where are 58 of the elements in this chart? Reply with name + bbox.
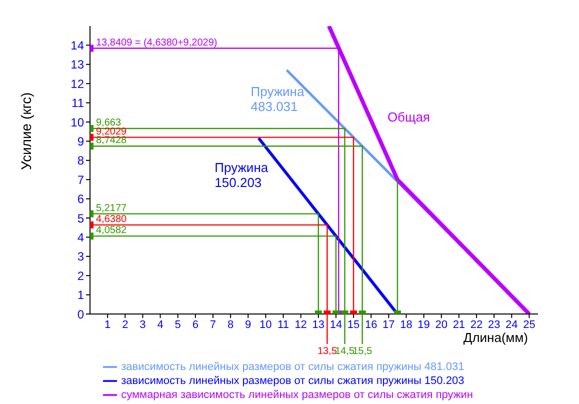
x-tick-label: 3 [140, 318, 146, 331]
x-tick-label: 22 [470, 318, 483, 331]
y-tick-label: 9 [77, 134, 84, 148]
x-tick-label: 17 [382, 318, 395, 331]
x-tick-label: 9 [245, 318, 252, 331]
x-tick-label: 6 [192, 318, 198, 331]
y-axis-title: Усилие (кгс) [18, 92, 34, 170]
x-tick-label: 24 [506, 318, 518, 331]
x-tick-label: 4 [157, 318, 164, 331]
y-tick-label: 1 [77, 288, 84, 302]
x-tick-label: 7 [210, 318, 216, 331]
y-tick-label: 7 [77, 172, 84, 187]
x-tick-label: 14 [330, 318, 342, 331]
x-tick-label: 20 [435, 318, 448, 331]
annotation: 5,2177 [96, 202, 128, 214]
annotation: 8,7428 [96, 135, 128, 146]
annotation: Пружина 483.031 [250, 84, 305, 114]
x-tick-label: 19 [418, 318, 430, 331]
x-tick-label: 25 [523, 318, 536, 331]
y-tick-label: 4 [77, 230, 84, 244]
x-tick-label: 10 [260, 318, 272, 331]
y-tick-label: 5 [77, 211, 84, 226]
x-tick-label: 8 [227, 318, 234, 331]
x-tick-label: 15 [347, 318, 360, 331]
legend-label: суммарная зависимость линейных размеров от силы сжатия пружин [121, 388, 473, 401]
annotation: 4,0582 [96, 225, 128, 236]
x-tick-label: 1 [104, 318, 111, 331]
y-tick-label: 14 [70, 38, 84, 52]
x-tick-label: 13 [312, 318, 325, 331]
y-tick-label: 10 [70, 115, 84, 130]
y-tick-label: 0 [77, 307, 84, 322]
annotation: 9,2029 [96, 126, 128, 138]
x-tick-label: 12 [294, 318, 307, 331]
annotation: 15,5 [352, 346, 372, 357]
y-tick-label: 12 [70, 76, 84, 91]
x-axis-title: Длина(мм) [463, 330, 528, 345]
y-tick-label: 2 [77, 268, 84, 283]
x-tick-label: 5 [174, 318, 181, 331]
y-tick-label: 3 [77, 250, 84, 264]
annotation: 13,8409 = (4,6380+9,2029) [96, 37, 218, 48]
x-tick-label: 23 [488, 318, 500, 331]
y-tick-label: 6 [77, 192, 84, 206]
x-tick-label: 2 [122, 318, 128, 331]
annotation: Общая [387, 110, 430, 125]
annotation: 14,5 [335, 346, 355, 357]
y-tick-label: 11 [72, 96, 84, 110]
y-tick-label: 13 [70, 58, 84, 72]
legend-label: зависимость линейных размеров от силы сжатия пружины 481.031 [121, 360, 464, 373]
y-tick-label: 8 [77, 154, 84, 168]
annotation: Пружина 150.203 [214, 160, 269, 190]
x-tick-label: 21 [452, 318, 466, 331]
x-tick-label: 11 [278, 318, 289, 331]
annotation: 4,6380 [96, 214, 128, 225]
annotation: 13,5 [317, 346, 338, 357]
annotation: 9,663 [96, 117, 122, 128]
x-tick-label: 18 [400, 318, 412, 331]
x-tick-label: 16 [364, 318, 378, 331]
legend-label: зависимость линейных размеров от силы сжатия пружины 150.203 [121, 374, 464, 387]
